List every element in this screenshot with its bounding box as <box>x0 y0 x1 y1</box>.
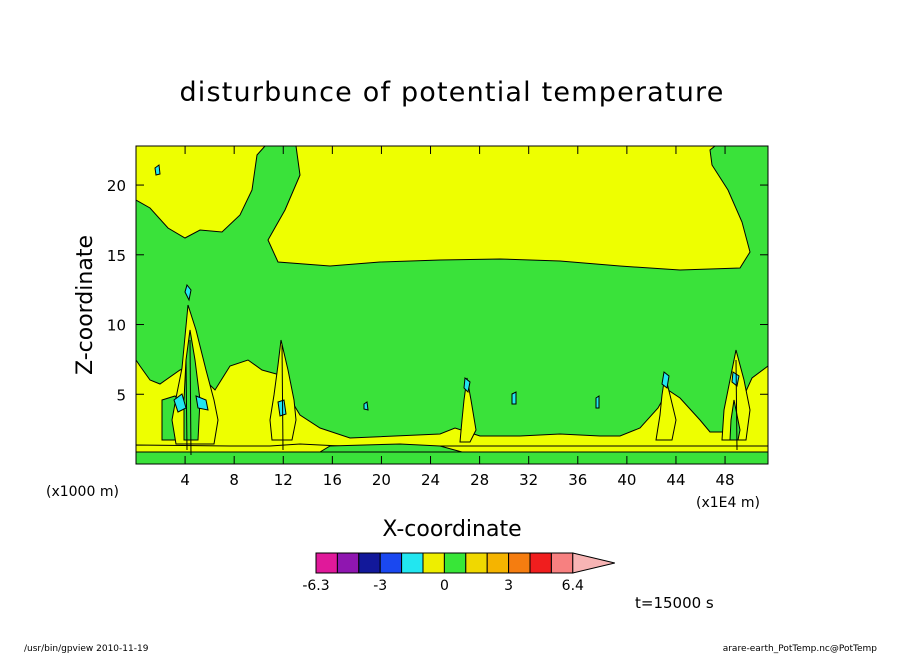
footer-left: /usr/bin/gpview 2010-11-19 <box>24 644 149 654</box>
x-unit-left: (x1000 m) <box>46 484 119 500</box>
x-tick-label: 48 <box>716 471 735 489</box>
x-axis-ticks: 4 8 12 16 20 24 28 32 36 40 44 48 <box>180 146 735 489</box>
x-tick-label: 24 <box>421 471 440 489</box>
cyan-spot <box>154 164 161 176</box>
colorbar-swatch <box>315 552 338 574</box>
x-tick-label: 28 <box>470 471 489 489</box>
plume-x48 <box>721 349 751 451</box>
colorbar-swatch <box>465 552 488 574</box>
colorbar-swatch <box>422 552 445 574</box>
plume-x4 <box>171 283 219 456</box>
plume-x43 <box>655 371 677 441</box>
plume-x27 <box>459 377 477 443</box>
x-tick-label: 44 <box>666 471 685 489</box>
colorbar-swatch <box>358 552 381 574</box>
y-axis-ticks: 5 10 15 20 <box>107 177 768 404</box>
y-tick-label: 15 <box>107 247 126 265</box>
cyan-spot <box>595 395 600 409</box>
colorbar-swatch <box>401 552 424 574</box>
colorbar-tick-label: -3 <box>373 578 387 594</box>
x-tick-label: 32 <box>519 471 538 489</box>
colorbar-swatch <box>550 552 574 574</box>
y-tick-label: 10 <box>107 317 126 335</box>
plume-x12 <box>269 339 297 451</box>
footer-right: arare-earth_PotTemp.nc@PotTemp <box>723 644 878 654</box>
colorbar-swatch <box>529 552 552 574</box>
colorbar <box>315 552 615 574</box>
colorbar-swatch <box>336 552 360 574</box>
chart-title: disturbunce of potential temperature <box>179 77 724 108</box>
colorbar-tick-label: -6.3 <box>302 578 329 594</box>
x-tick-label: 8 <box>229 471 239 489</box>
x-axis-label: X-coordinate <box>382 517 521 542</box>
colorbar-swatch <box>486 552 510 574</box>
plot-frame <box>135 145 769 465</box>
x-tick-label: 4 <box>180 471 190 489</box>
time-label: t=15000 s <box>635 594 714 612</box>
x-tick-label: 16 <box>323 471 342 489</box>
y-axis-label: Z-coordinate <box>73 235 98 375</box>
x-tick-label: 12 <box>274 471 293 489</box>
colorbar-tick-label: 3 <box>504 578 513 594</box>
y-tick-label: 5 <box>116 386 126 404</box>
x-tick-label: 20 <box>372 471 391 489</box>
cyan-spot <box>363 401 369 411</box>
cyan-spot <box>511 391 517 405</box>
y-tick-label: 20 <box>107 177 126 195</box>
green-pocket-center-left <box>318 443 463 453</box>
colorbar-swatch <box>379 552 403 574</box>
colorbar-tick-label: 0 <box>440 578 449 594</box>
x-unit-right: (x1E4 m) <box>696 495 760 511</box>
colorbar-swatch <box>508 552 531 574</box>
x-tick-label: 36 <box>568 471 587 489</box>
colorbar-tick-label: 6.4 <box>562 578 584 594</box>
colorbar-arrow <box>572 552 615 574</box>
green-bottom-band <box>136 451 768 464</box>
colorbar-labels: -6.3 -3 0 3 6.4 <box>302 578 584 594</box>
yellow-lower-band <box>136 443 768 453</box>
x-tick-label: 40 <box>617 471 636 489</box>
colorbar-swatch <box>443 552 467 574</box>
